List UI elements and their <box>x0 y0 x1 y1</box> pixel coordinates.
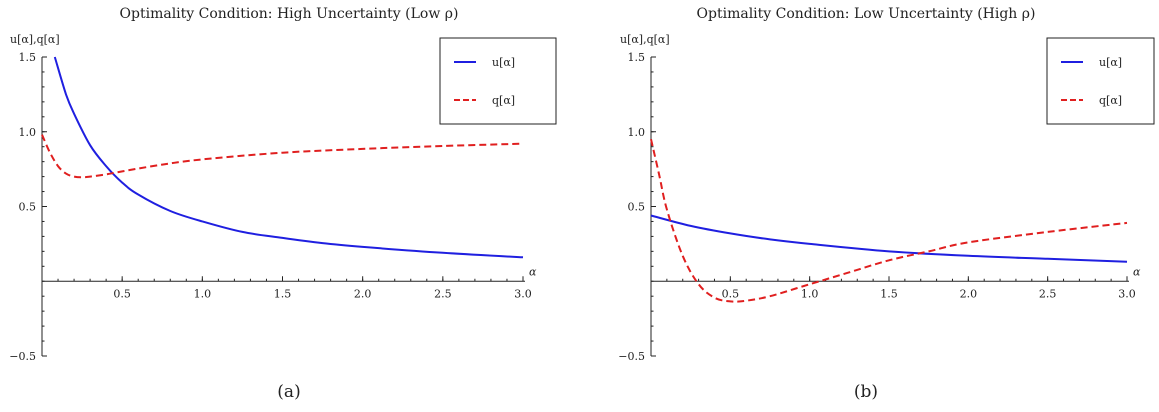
x-tick-label: 2.5 <box>434 287 452 300</box>
series-line-u <box>650 214 1128 263</box>
y-tick-label: −0.5 <box>618 350 645 363</box>
x-tick-label: 1.5 <box>880 287 898 300</box>
plot-area: 0.5 1.0 1.5 2.0 2.5 3.0 −0.5 0.5 1.0 1.5 α u[α] q[α] <box>9 37 557 363</box>
series-line-q <box>41 134 524 179</box>
x-tick-label: 3.0 <box>1118 287 1136 300</box>
y-tick-label: 1.0 <box>19 126 37 139</box>
chart-panel-a: Optimality Condition: High Uncertainty (… <box>9 6 557 402</box>
legend-box <box>439 37 557 125</box>
panel-caption: (a) <box>277 382 300 402</box>
panel-caption: (b) <box>854 382 878 402</box>
chart-title: Optimality Condition: High Uncertainty (… <box>120 6 459 22</box>
series-line-u <box>53 56 524 259</box>
x-tick-label: 3.0 <box>514 287 532 300</box>
y-tick-label: −0.5 <box>9 350 36 363</box>
y-tick-label: 0.5 <box>19 201 37 214</box>
legend-label: u[α] <box>1099 56 1122 69</box>
y-tick-label: 1.5 <box>19 51 37 64</box>
x-tick-label: 0.5 <box>722 287 740 300</box>
x-tick-label: 1.0 <box>801 287 819 300</box>
legend-box <box>1046 37 1155 125</box>
x-tick-label: 1.0 <box>194 287 212 300</box>
y-tick-label: 1.5 <box>628 51 646 64</box>
x-tick-label: 2.0 <box>354 287 372 300</box>
y-axis-label: u[α],q[α] <box>10 33 60 46</box>
legend-label: u[α] <box>492 56 515 69</box>
legend: u[α] q[α] <box>1046 37 1155 125</box>
legend-label: q[α] <box>492 94 515 107</box>
y-tick-label: 0.5 <box>628 201 646 214</box>
y-tick-label: 1.0 <box>628 126 646 139</box>
plot-area: 0.5 1.0 1.5 2.0 2.5 3.0 −0.5 0.5 1.0 1.5 α u[α] q[α] <box>618 37 1155 363</box>
x-tick-label: 0.5 <box>113 287 131 300</box>
chart-title: Optimality Condition: Low Uncertainty (H… <box>697 6 1036 22</box>
x-tick-label: 2.0 <box>960 287 978 300</box>
chart-panel-b: Optimality Condition: Low Uncertainty (H… <box>618 6 1155 402</box>
series-line-q <box>650 138 1128 303</box>
x-tick-label: 1.5 <box>274 287 292 300</box>
y-axis-label: u[α],q[α] <box>620 33 670 46</box>
legend-label: q[α] <box>1099 94 1122 107</box>
legend: u[α] q[α] <box>439 37 557 125</box>
x-axis-label: α <box>529 265 537 278</box>
x-axis-label: α <box>1133 265 1141 278</box>
x-tick-label: 2.5 <box>1039 287 1057 300</box>
